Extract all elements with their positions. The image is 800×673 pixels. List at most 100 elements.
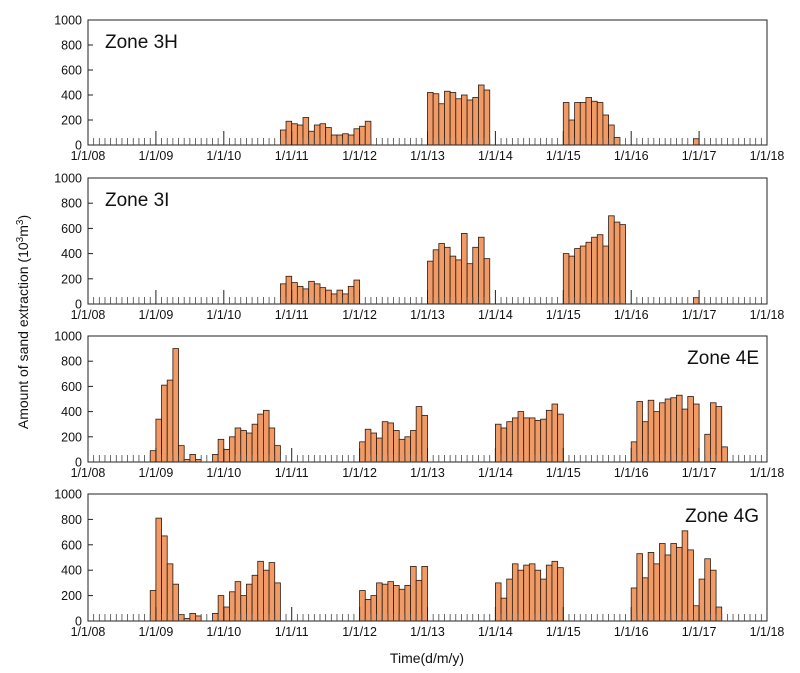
bar (500, 427, 508, 463)
y-tick-label: 600 (61, 64, 82, 78)
bar (381, 421, 389, 463)
x-tick-label: 1/1/12 (342, 149, 377, 163)
y-tick-label: 800 (61, 197, 82, 211)
bar (517, 411, 525, 463)
bar (353, 279, 361, 305)
x-tick-label: 1/1/13 (410, 625, 445, 639)
bar (511, 417, 519, 463)
bar (246, 432, 253, 463)
bar (263, 409, 270, 463)
bar (693, 297, 700, 305)
bar (364, 428, 372, 463)
bar (217, 438, 225, 463)
y-tick-label: 200 (61, 589, 82, 603)
bar (325, 289, 332, 305)
bar (574, 102, 581, 146)
bar (432, 249, 440, 305)
bar (444, 90, 451, 146)
y-tick-label: 400 (61, 405, 82, 419)
bar (189, 454, 196, 463)
x-tick-label: 1/1/16 (614, 308, 649, 322)
y-tick-label: 200 (61, 430, 82, 444)
bar (342, 293, 349, 305)
bar (698, 578, 706, 622)
bar (568, 255, 576, 305)
bar (353, 128, 361, 146)
bar (274, 445, 281, 463)
x-tick-label: 1/1/15 (546, 149, 581, 163)
bar (330, 293, 338, 305)
bar (557, 413, 564, 463)
bar (251, 574, 259, 622)
x-tick-label: 1/1/11 (275, 308, 309, 322)
x-tick-label: 1/1/17 (682, 625, 717, 639)
bar (642, 577, 649, 622)
x-tick-label: 1/1/18 (750, 625, 785, 639)
y-tick-label: 0 (75, 139, 82, 153)
bar (528, 563, 536, 622)
panel-zone-3i: 0 200 400 600 800 1000 1/1/08 1/1/09 1/1/10 1/1/1… (54, 172, 784, 323)
bar (596, 234, 604, 305)
bar (472, 97, 479, 146)
x-tick-label: 1/1/14 (478, 625, 513, 639)
bar (534, 420, 542, 463)
zone-label: Zone 4G (685, 506, 759, 527)
bar (229, 591, 236, 622)
bar (217, 595, 225, 622)
bar (500, 597, 508, 622)
bar (472, 246, 479, 305)
zone-label: Zone 4E (687, 348, 759, 369)
bar (263, 569, 270, 622)
bar (308, 280, 315, 305)
bar (234, 581, 242, 622)
x-tick-label: 1/1/08 (71, 466, 106, 480)
bar (613, 221, 621, 305)
bar (274, 582, 281, 622)
x-tick-label: 1/1/18 (750, 308, 785, 322)
bar (172, 348, 179, 463)
bar (449, 92, 457, 146)
bar (557, 567, 564, 622)
bar (449, 255, 457, 305)
bar (404, 436, 411, 463)
bar (398, 438, 406, 463)
x-tick-label: 1/1/13 (410, 308, 445, 322)
y-tick-label: 400 (61, 247, 82, 261)
x-tick-label: 1/1/10 (206, 466, 241, 480)
x-tick-label: 1/1/15 (546, 308, 581, 322)
bar (664, 398, 672, 463)
bar (364, 120, 372, 146)
bar (511, 563, 519, 622)
bar (540, 578, 547, 622)
bar (347, 134, 355, 146)
bar (336, 134, 344, 146)
bar (461, 94, 468, 146)
chart-panels: 0 200 400 600 800 1000 1/1/08 1/1/09 1/1/10 1/1/1… (54, 14, 784, 640)
x-tick-label: 1/1/17 (682, 149, 717, 163)
x-tick-label: 1/1/15 (546, 466, 581, 480)
bar (676, 394, 683, 463)
x-tick-label: 1/1/12 (342, 625, 377, 639)
bar (551, 560, 559, 622)
bar (602, 114, 609, 146)
x-axis-title: Time(d/m/y) (390, 650, 464, 666)
bar (336, 289, 344, 305)
bar (528, 417, 536, 463)
bar (681, 530, 689, 622)
bar (608, 124, 615, 146)
bar (523, 564, 530, 622)
bar (376, 582, 383, 622)
bar (410, 565, 417, 622)
bar (545, 409, 553, 463)
bar (466, 263, 474, 305)
x-tick-label: 1/1/16 (614, 625, 649, 639)
y-tick-label: 800 (61, 355, 82, 369)
bar (676, 546, 683, 622)
y-tick-label: 0 (75, 298, 82, 312)
bar (285, 275, 293, 305)
x-tick-label: 1/1/13 (410, 149, 445, 163)
x-tick-label: 1/1/09 (139, 625, 174, 639)
bar (608, 215, 615, 305)
bar (189, 612, 196, 622)
